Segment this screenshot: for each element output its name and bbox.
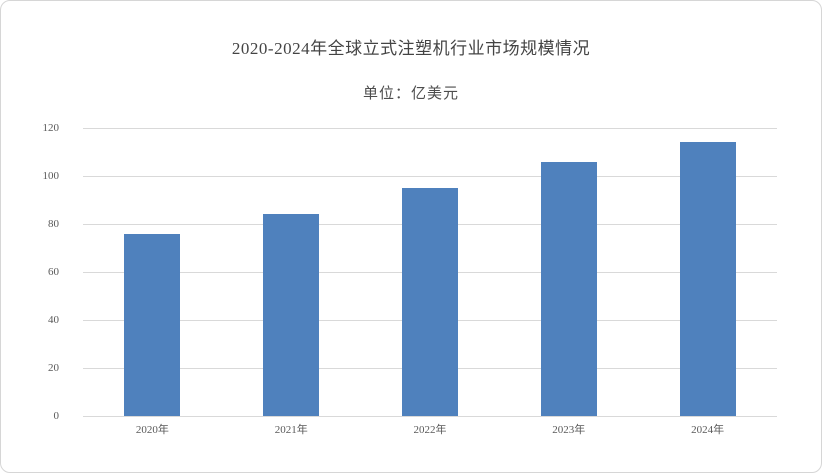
x-axis-tick-label: 2022年 <box>413 424 447 436</box>
x-axis-tick-label: 2021年 <box>274 424 308 436</box>
y-axis-tick-label: 0 <box>53 410 60 422</box>
x-axis-line <box>83 416 777 417</box>
x-axis-tick-label: 2024年 <box>691 424 725 436</box>
bar-slot <box>499 128 638 416</box>
bar-series <box>83 128 777 416</box>
bar-2020年 <box>124 233 181 416</box>
bar-2021年 <box>263 214 320 416</box>
bar-slot <box>83 128 222 416</box>
y-axis-tick-label: 120 <box>42 122 60 134</box>
y-axis-tick-label: 80 <box>48 218 59 230</box>
y-axis-tick-label: 100 <box>42 170 60 182</box>
chart-subtitle: 单位：亿美元 <box>362 86 459 102</box>
x-axis-tick-label: 2020年 <box>135 424 169 436</box>
bar-slot <box>638 128 777 416</box>
bar-slot <box>222 128 361 416</box>
gridline <box>83 176 777 177</box>
bar-2024年 <box>679 142 736 416</box>
plot-area: 0 20 40 60 80 100 120 2020年 2021年 2022年 2023年 2024… <box>43 122 777 436</box>
y-axis-tick-label: 20 <box>48 362 59 374</box>
y-axis-tick-label: 40 <box>48 314 59 326</box>
bar-slot <box>361 128 500 416</box>
chart-title: 2020-2024年全球立式注塑机行业市场规模情况 <box>231 39 591 58</box>
gridline <box>83 128 777 129</box>
x-axis-tick-label: 2023年 <box>552 424 586 436</box>
y-axis-tick-label: 60 <box>48 266 59 278</box>
bar-2023年 <box>540 161 597 416</box>
bar-2022年 <box>401 188 458 416</box>
